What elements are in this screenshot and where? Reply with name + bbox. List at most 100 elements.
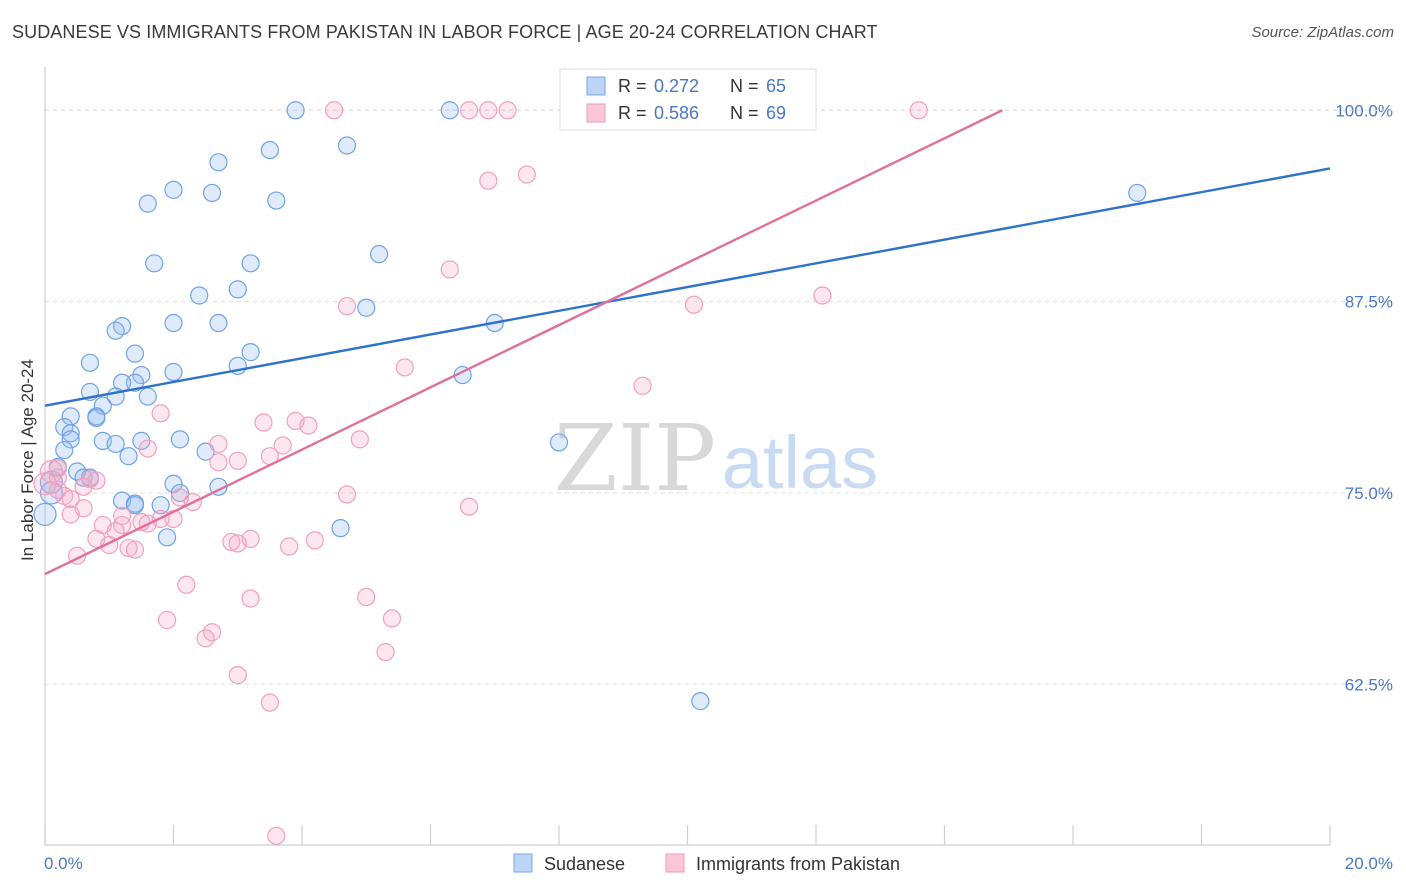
y-tick-label: 62.5% <box>1345 675 1393 694</box>
sudanese-point <box>125 344 145 363</box>
pakistan-point <box>209 453 228 472</box>
pakistan-point <box>125 540 145 559</box>
bottom-legend-label-sudanese: Sudanese <box>544 854 625 874</box>
pakistan-point <box>350 430 369 449</box>
pakistan-point <box>813 286 832 305</box>
sudanese-point <box>190 286 209 305</box>
sudanese-point <box>357 298 376 317</box>
pakistan-point <box>633 376 652 395</box>
sudanese-point <box>260 140 279 160</box>
sudanese-point <box>138 194 157 213</box>
sudanese-point <box>331 519 350 538</box>
chart-title: SUDANESE VS IMMIGRANTS FROM PAKISTAN IN … <box>12 22 878 42</box>
legend-swatch <box>586 76 606 96</box>
pakistan-point <box>498 101 517 120</box>
pakistan-point <box>325 101 344 120</box>
pakistan-point <box>273 436 292 455</box>
y-tick-label: 75.0% <box>1345 484 1393 503</box>
source-label: Source: ZipAtlas.com <box>1251 24 1394 41</box>
legend-n-label: N = <box>730 103 759 123</box>
sudanese-point <box>138 387 157 406</box>
sudanese-point <box>55 440 74 460</box>
sudanese-point <box>164 313 183 333</box>
legend-r-value: 0.586 <box>654 103 699 123</box>
pakistan-point <box>119 538 138 558</box>
pakistan-point <box>299 416 318 435</box>
sudanese-point <box>440 101 459 120</box>
sudanese-point <box>228 280 247 299</box>
pakistan-point <box>196 629 215 648</box>
sudanese-trend-line <box>44 167 1331 407</box>
pakistan-point <box>909 101 928 120</box>
pakistan-point <box>517 165 536 184</box>
sudanese-point <box>170 483 190 503</box>
pakistan-point <box>684 295 704 314</box>
sudanese-point <box>151 496 170 515</box>
pakistan-point <box>222 532 241 552</box>
sudanese-point <box>209 313 228 333</box>
pakistan-trend-line <box>44 109 1003 576</box>
sudanese-point <box>106 434 125 454</box>
legend-r-label: R = <box>618 76 647 96</box>
watermark-zip: ZIP <box>554 405 716 512</box>
pakistan-point <box>112 506 132 526</box>
sudanese-point <box>170 430 190 449</box>
bottom-legend-label-pakistan: Immigrants from Pakistan <box>696 854 900 874</box>
x-tick-label-min: 0.0% <box>44 854 83 873</box>
legend-swatch <box>586 103 606 123</box>
pakistan-point <box>305 531 324 550</box>
sudanese-point <box>87 408 106 428</box>
sudanese-point <box>209 153 228 172</box>
watermark-atlas: atlas <box>722 421 878 504</box>
bottom-legend-swatch-sudanese <box>513 853 533 873</box>
bottom-legend-swatch-pakistan <box>665 853 685 873</box>
pakistan-point <box>228 665 247 685</box>
y-tick-label: 87.5% <box>1345 293 1393 312</box>
sudanese-point <box>145 254 164 273</box>
sudanese-point <box>691 692 710 711</box>
sudanese-point <box>164 180 183 199</box>
pakistan-point <box>260 693 279 712</box>
y-tick-label: 100.0% <box>1335 101 1393 120</box>
pakistan-point <box>61 489 80 509</box>
sudanese-point <box>157 528 177 547</box>
sudanese-point <box>267 191 286 210</box>
sudanese-point <box>61 424 80 443</box>
legend-n-label: N = <box>730 76 759 96</box>
sudanese-point <box>33 502 57 526</box>
legend-n-value: 69 <box>766 103 786 123</box>
sudanese-point <box>286 101 305 120</box>
sudanese-point <box>241 343 260 362</box>
sudanese-point <box>125 373 145 392</box>
pakistan-point <box>376 643 395 662</box>
sudanese-point <box>119 447 138 466</box>
pakistan-point <box>337 485 357 504</box>
pakistan-point <box>228 451 247 470</box>
sudanese-point <box>80 353 100 372</box>
pakistan-point <box>151 404 170 423</box>
pakistan-point <box>177 575 196 594</box>
sudanese-point <box>125 496 145 515</box>
sudanese-point <box>549 433 569 452</box>
pakistan-point <box>74 477 93 496</box>
pakistan-point <box>459 101 479 120</box>
pakistan-point <box>157 610 177 630</box>
pakistan-point <box>395 358 414 377</box>
pakistan-point <box>61 505 80 524</box>
pakistan-point <box>39 459 64 484</box>
sudanese-point <box>370 245 389 264</box>
pakistan-point <box>440 260 459 279</box>
pakistan-point <box>479 171 498 190</box>
pakistan-point <box>33 472 57 496</box>
pakistan-point <box>280 537 299 556</box>
legend-n-value: 65 <box>766 76 786 96</box>
pakistan-point <box>209 434 228 454</box>
pakistan-point <box>241 589 260 608</box>
pakistan-point <box>479 101 498 120</box>
legend-r-value: 0.272 <box>654 76 699 96</box>
sudanese-point <box>61 430 80 449</box>
sudanese-point <box>106 321 125 340</box>
pakistan-point <box>459 497 479 516</box>
sudanese-point <box>337 136 357 155</box>
